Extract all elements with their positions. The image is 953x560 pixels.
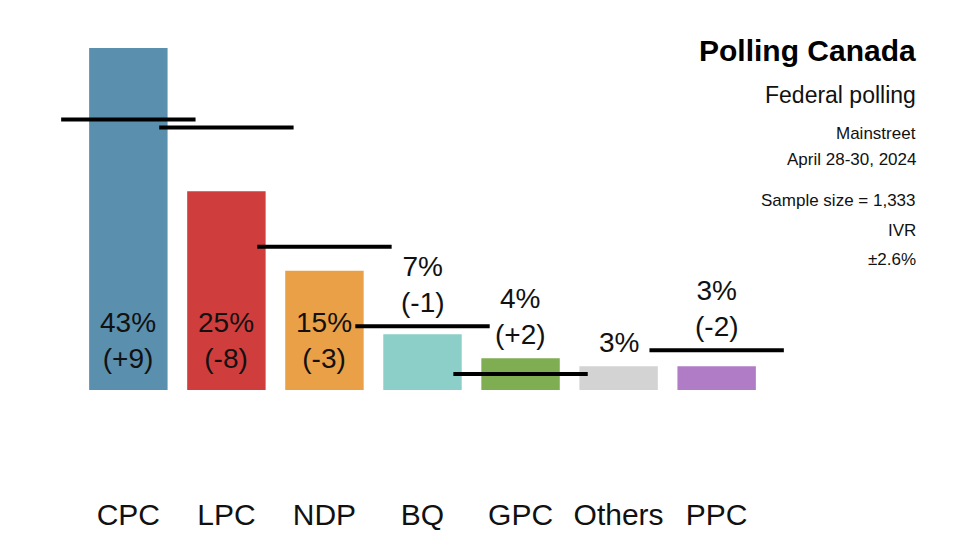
svg-text:BQ: BQ [401,498,444,531]
svg-text:4%(+2): 4%(+2) [495,283,546,350]
svg-text:7%(-1): 7%(-1) [401,251,445,318]
svg-text:±2.6%: ±2.6% [868,250,916,269]
svg-text:PPC: PPC [686,498,748,531]
svg-text:Others: Others [574,498,664,531]
svg-text:Mainstreet: Mainstreet [836,124,916,143]
svg-text:43%(+9): 43%(+9) [100,307,156,374]
svg-text:CPC: CPC [97,498,160,531]
svg-text:LPC: LPC [197,498,255,531]
svg-text:3%(-2): 3%(-2) [695,275,739,342]
svg-text:3%: 3% [599,327,639,358]
svg-text:Polling Canada: Polling Canada [699,34,916,67]
svg-text:25%(-8): 25%(-8) [198,307,254,374]
svg-text:NDP: NDP [293,498,356,531]
svg-text:15%(-3): 15%(-3) [296,307,352,374]
svg-text:GPC: GPC [488,498,553,531]
svg-text:Sample size = 1,333: Sample size = 1,333 [761,191,916,210]
svg-text:April 28-30, 2024: April 28-30, 2024 [787,150,916,169]
svg-text:IVR: IVR [888,221,916,240]
svg-text:Federal polling: Federal polling [765,82,916,108]
